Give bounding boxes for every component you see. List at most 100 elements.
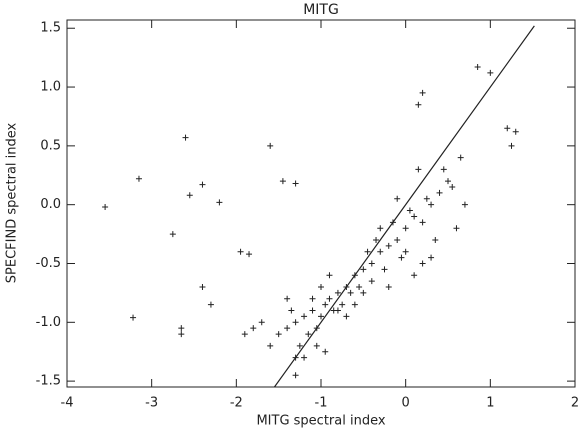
point <box>449 184 456 191</box>
point <box>364 248 371 255</box>
point <box>309 307 316 314</box>
point <box>385 242 392 249</box>
point <box>419 219 426 226</box>
point <box>288 307 295 314</box>
point <box>428 201 435 208</box>
point <box>334 289 341 296</box>
point <box>313 342 320 349</box>
point <box>377 225 384 232</box>
point <box>292 180 299 187</box>
x-tick-label: 2 <box>571 396 579 411</box>
point <box>250 325 257 332</box>
point <box>318 313 324 320</box>
y-axis-label: SPECFIND spectral index <box>5 122 20 283</box>
point <box>237 248 244 255</box>
point <box>199 284 206 291</box>
x-tick-label: -4 <box>61 396 74 411</box>
y-tick-label: -0.5 <box>36 256 61 271</box>
point <box>504 125 511 132</box>
x-tick-label: -3 <box>145 396 158 411</box>
point <box>394 195 401 202</box>
point <box>343 313 350 320</box>
reference-line <box>273 25 535 388</box>
point <box>436 189 443 196</box>
point <box>102 204 109 211</box>
point <box>275 331 282 338</box>
point <box>381 266 388 273</box>
point <box>423 195 430 202</box>
point <box>241 331 248 338</box>
point <box>411 213 418 220</box>
point <box>284 325 291 332</box>
point <box>360 289 367 296</box>
point <box>130 314 137 321</box>
point <box>487 69 494 76</box>
point <box>258 319 265 326</box>
point <box>267 142 274 149</box>
y-tick-label: 0.0 <box>40 197 61 212</box>
point <box>406 207 413 214</box>
point <box>186 192 193 199</box>
point <box>347 289 354 296</box>
point <box>351 301 358 308</box>
point <box>267 342 274 349</box>
point <box>246 251 253 258</box>
y-tick-label: 1.5 <box>40 21 61 36</box>
y-tick-label: -1.0 <box>36 315 61 330</box>
point <box>284 295 291 302</box>
x-tick-label: -1 <box>315 396 328 411</box>
point <box>445 178 451 185</box>
point <box>377 248 384 255</box>
point <box>182 134 189 141</box>
point <box>398 254 405 261</box>
point <box>301 313 308 320</box>
point <box>318 284 324 291</box>
point <box>178 331 185 338</box>
point <box>322 348 329 355</box>
point <box>432 236 439 243</box>
y-tick-label: 0.5 <box>40 138 61 153</box>
point <box>508 142 515 149</box>
point <box>368 260 375 267</box>
point <box>440 166 447 173</box>
chart-title: MITG <box>303 2 339 18</box>
point <box>411 272 418 279</box>
y-tick-label: 1.0 <box>40 80 61 95</box>
point <box>169 231 176 238</box>
point <box>402 225 409 232</box>
point <box>415 101 422 108</box>
point <box>334 307 341 314</box>
point <box>356 284 363 291</box>
y-tick-label: -1.5 <box>36 374 61 389</box>
point <box>309 295 316 302</box>
point <box>326 272 333 279</box>
point <box>428 254 435 261</box>
point <box>199 181 206 188</box>
point <box>292 372 299 379</box>
point <box>339 301 346 308</box>
point <box>279 178 286 185</box>
point <box>419 89 426 96</box>
point <box>385 284 392 291</box>
point <box>178 325 185 332</box>
point <box>305 331 312 338</box>
point <box>461 201 468 208</box>
point <box>216 199 223 206</box>
point <box>373 236 380 243</box>
point <box>394 236 401 243</box>
point <box>360 266 367 273</box>
point <box>292 319 299 326</box>
x-tick-label: 0 <box>402 396 410 411</box>
point <box>453 225 460 232</box>
x-tick-label: -2 <box>230 396 243 411</box>
point <box>326 295 333 302</box>
point <box>301 354 308 361</box>
point <box>457 154 464 161</box>
point <box>512 128 519 135</box>
point <box>419 260 426 267</box>
point <box>207 301 214 308</box>
point <box>415 166 422 173</box>
x-axis-label: MITG spectral index <box>256 414 385 429</box>
